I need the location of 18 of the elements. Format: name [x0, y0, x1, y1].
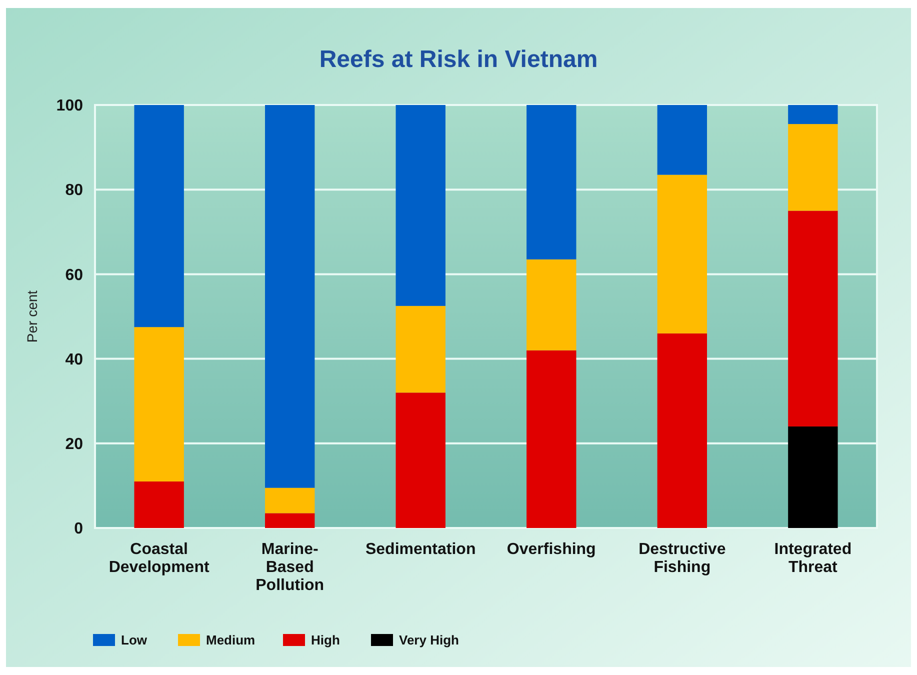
- legend-label: Very High: [399, 632, 460, 648]
- legend-label: Medium: [206, 632, 256, 648]
- x-tick-label: Marine-Based Pollution: [256, 541, 324, 594]
- x-tick-label: Coastal Development: [108, 541, 210, 576]
- y-tick-label: 80: [65, 182, 84, 200]
- x-tick-label: Sedimentation: [366, 541, 476, 558]
- y-tick-label: 60: [65, 266, 84, 284]
- y-tick-label: 0: [74, 520, 84, 538]
- y-axis-title: Per cent: [24, 290, 40, 343]
- y-tick-label: 100: [56, 98, 84, 115]
- chart-title: Reefs at Risk in Vietnam: [319, 46, 598, 73]
- legend-label: Low: [121, 632, 148, 648]
- x-tick-label: Overfishing: [506, 541, 596, 558]
- legend-label: High: [311, 632, 340, 648]
- y-tick-label: 40: [65, 351, 84, 368]
- y-tick-label: 20: [65, 436, 84, 453]
- x-tick-label: Integrated Threat: [774, 541, 852, 576]
- x-tick-label: Destructive Fishing: [638, 541, 726, 576]
